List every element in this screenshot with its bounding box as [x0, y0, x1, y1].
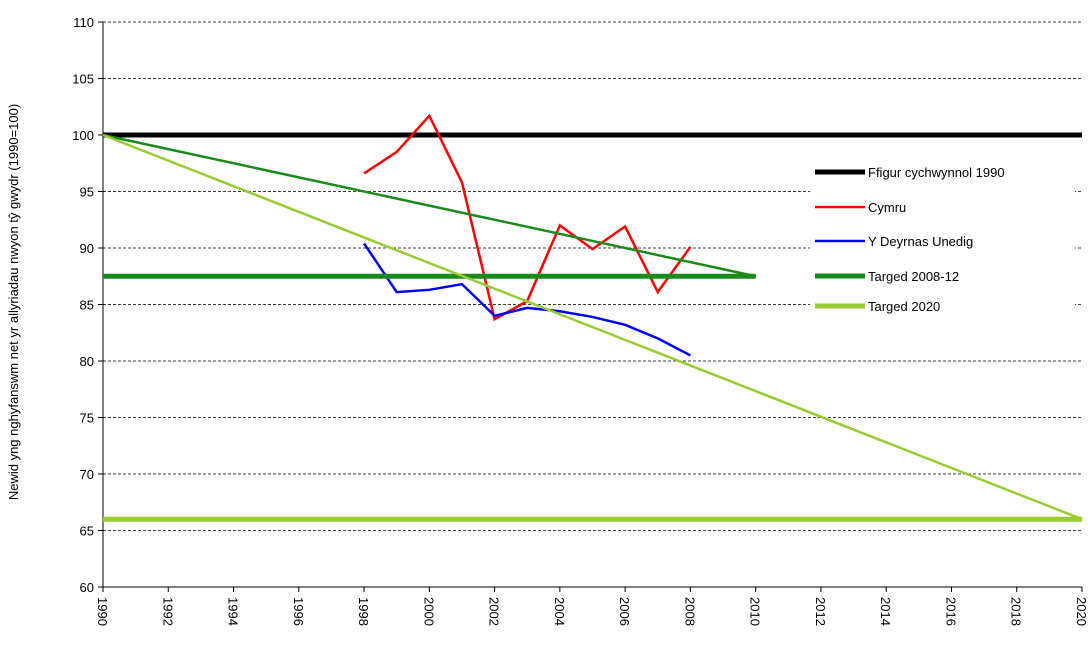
x-tick-label: 2010: [748, 597, 763, 626]
y-tick-label: 105: [72, 72, 94, 87]
x-tick-label: 1992: [160, 597, 175, 626]
legend-box: [810, 155, 1075, 323]
x-tick-label: 1996: [291, 597, 306, 626]
y-tick-label: 85: [80, 298, 94, 313]
series-line: [363, 242, 691, 357]
trend-line: [102, 133, 1083, 521]
series-line: [363, 113, 692, 322]
legend-label: Ffigur cychwynnol 1990: [868, 165, 1005, 180]
x-tick-label: 2012: [813, 597, 828, 626]
y-tick-label: 100: [72, 128, 94, 143]
x-tick-label: 1998: [356, 597, 371, 626]
y-tick-label: 65: [80, 524, 94, 539]
y-tick-label: 110: [73, 15, 94, 30]
legend-label: Cymru: [868, 200, 906, 215]
y-tick-label: 80: [80, 354, 94, 369]
x-tick-label: 2004: [552, 597, 567, 626]
y-tick-label: 60: [80, 580, 94, 595]
trend-line: [102, 133, 756, 278]
x-tick-label: 2018: [1009, 597, 1024, 626]
y-tick-label: 70: [80, 467, 94, 482]
y-tick-label: 75: [80, 411, 94, 426]
x-tick-label: 2000: [421, 597, 436, 626]
x-tick-label: 2020: [1074, 597, 1088, 626]
y-axis-label: Newid yng nghyfanswm net yr allyriadau n…: [6, 104, 21, 500]
x-tick-label: 2016: [943, 597, 958, 626]
x-tick-label: 1990: [95, 597, 110, 626]
y-tick-label: 90: [80, 241, 94, 256]
legend-label: Y Deyrnas Unedig: [868, 234, 973, 249]
x-tick-label: 2008: [682, 597, 697, 626]
legend-label: Targed 2020: [868, 299, 940, 314]
legend-label: Targed 2008-12: [868, 269, 959, 284]
x-tick-label: 2014: [878, 597, 893, 626]
x-tick-label: 2006: [617, 597, 632, 626]
x-tick-label: 2002: [487, 597, 502, 626]
y-tick-label: 95: [80, 185, 94, 200]
x-tick-label: 1994: [226, 597, 241, 626]
